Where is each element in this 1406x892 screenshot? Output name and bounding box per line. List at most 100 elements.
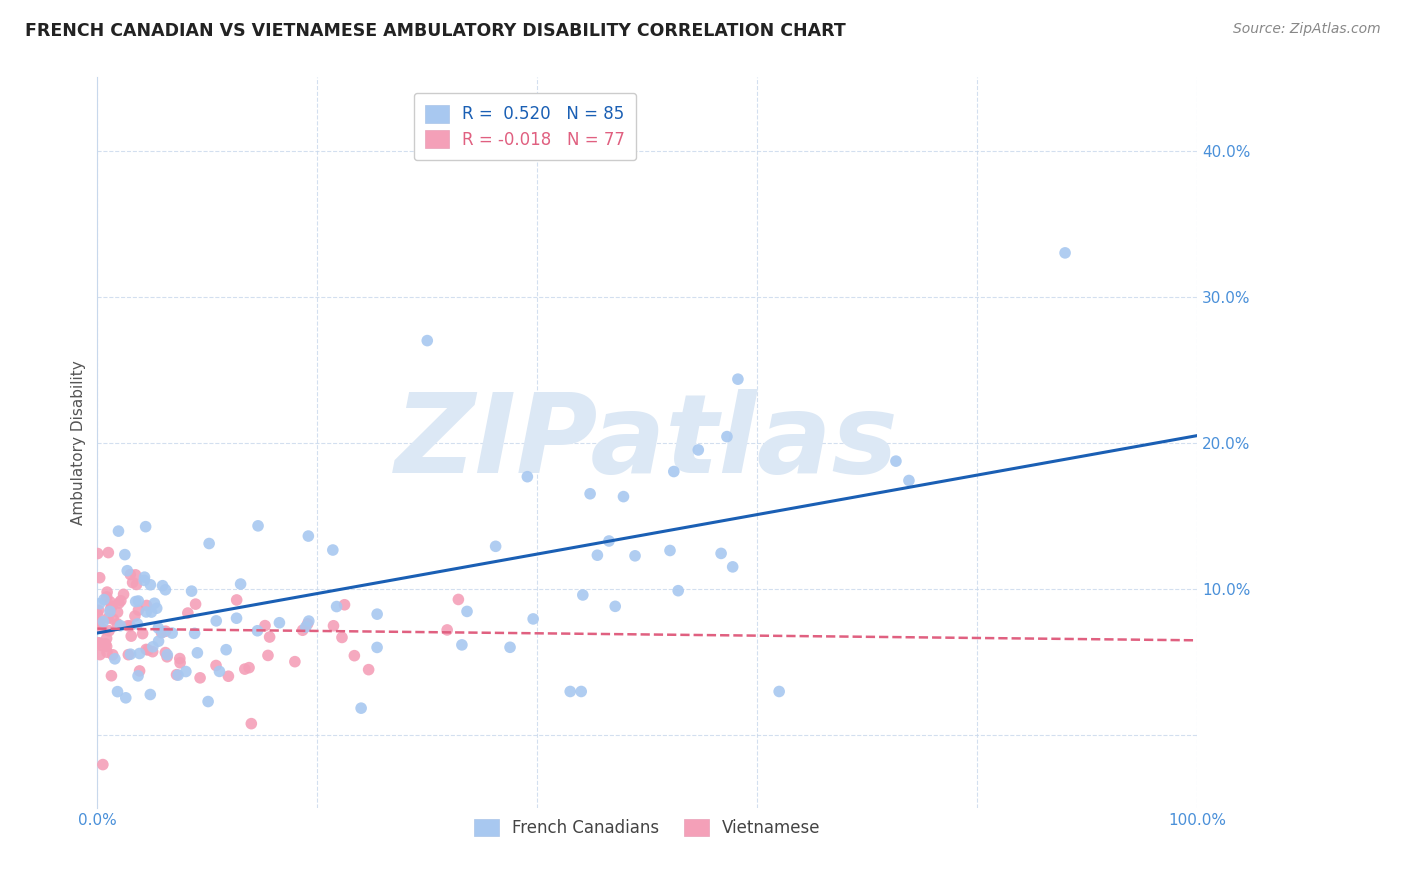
Point [322,543,344,558]
Point [333,598,356,612]
Point [710,546,733,560]
Legend: French Canadians, Vietnamese: French Canadians, Vietnamese [467,813,828,844]
Point [101,599,124,614]
Point [884,454,907,468]
Point [89,597,111,611]
Point [120,567,142,582]
Point [120,629,142,643]
Point [240,716,263,731]
Point [688,442,710,457]
Point [253,618,276,632]
Point [284,655,307,669]
Point [91,757,114,772]
Point [485,539,508,553]
Point [322,619,344,633]
Point [98,624,121,638]
Point [127,617,149,632]
Point [177,606,200,620]
Point [152,579,174,593]
Point [127,603,149,617]
Point [135,642,157,657]
Point [117,648,139,662]
Point [135,519,157,533]
Point [141,605,163,619]
Point [291,624,314,638]
Point [96,590,118,604]
Point [456,604,478,618]
Point [89,636,111,650]
Point [768,684,790,698]
Point [101,612,124,626]
Point [233,662,256,676]
Point [727,372,749,386]
Point [105,616,128,631]
Point [97,611,120,625]
Point [298,614,321,628]
Point [184,597,207,611]
Point [897,474,920,488]
Point [87,636,110,650]
Point [148,621,170,635]
Point [612,490,634,504]
Point [143,596,166,610]
Point [294,620,316,634]
Point [269,615,291,630]
Point [188,671,211,685]
Point [330,631,353,645]
Point [186,646,208,660]
Point [156,649,179,664]
Point [89,648,111,662]
Point [128,647,150,661]
Point [215,642,238,657]
Point [110,618,132,632]
Point [114,690,136,705]
Point [98,595,121,609]
Point [134,570,156,584]
Point [100,669,122,683]
Point [89,615,111,629]
Point [96,645,118,659]
Point [451,638,474,652]
Point [721,560,744,574]
Point [108,596,131,610]
Point [101,648,124,662]
Point [160,626,183,640]
Point [198,536,221,550]
Point [197,694,219,708]
Point [366,607,388,622]
Point [499,640,522,655]
Point [350,701,373,715]
Point [134,574,156,588]
Point [325,599,347,614]
Point [97,545,120,559]
Point [131,626,153,640]
Point [624,549,647,563]
Point [205,658,228,673]
Point [86,615,108,630]
Point [127,669,149,683]
Point [87,603,110,617]
Point [120,647,142,661]
Point [436,623,458,637]
Point [127,594,149,608]
Point [659,543,682,558]
Point [107,605,129,619]
Point [135,599,157,613]
Point [104,652,127,666]
Point [124,609,146,624]
Point [297,529,319,543]
Point [522,612,544,626]
Point [121,575,143,590]
Point [107,684,129,698]
Point [229,577,252,591]
Point [93,615,115,629]
Point [124,567,146,582]
Point [112,587,135,601]
Point [135,605,157,619]
Point [166,667,188,681]
Text: Source: ZipAtlas.com: Source: ZipAtlas.com [1233,22,1381,37]
Point [89,571,111,585]
Point [86,607,108,621]
Point [156,648,179,662]
Point [110,593,132,607]
